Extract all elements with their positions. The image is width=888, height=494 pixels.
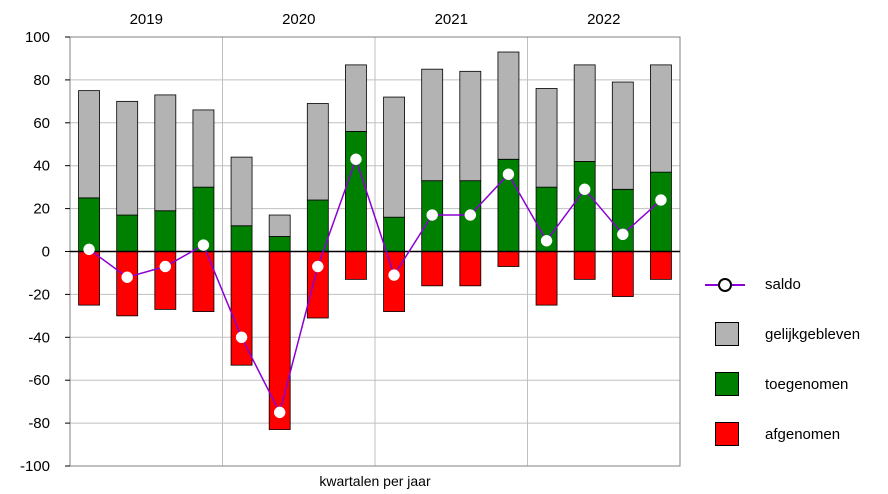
saldo-point — [617, 228, 629, 241]
bar-afgenomen — [230, 251, 253, 366]
legend-label-afgenomen: afgenomen — [765, 426, 841, 443]
bar-gelijkgebleven — [268, 214, 291, 237]
bar-afgenomen — [268, 251, 291, 430]
bar-gelijkgebleven — [154, 94, 177, 212]
bar-toegenomen — [78, 197, 100, 252]
bar-gelijkgebleven — [78, 90, 100, 199]
bar-gelijkgebleven — [116, 100, 139, 216]
y-tick-label: 60 — [33, 115, 50, 132]
saldo-line — [88, 156, 662, 415]
bar-gelijkgebleven — [535, 88, 558, 188]
bar-toegenomen — [345, 130, 367, 252]
saldo-point — [83, 243, 95, 256]
bar-afgenomen — [78, 251, 100, 306]
saldo-point — [273, 406, 286, 419]
legend-swatch-toegenomen — [715, 372, 739, 396]
bar-gelijkgebleven — [230, 156, 253, 227]
bar-afgenomen — [573, 251, 596, 280]
bar-gelijkgebleven — [383, 96, 405, 218]
bar-afgenomen — [650, 251, 672, 280]
legend-label-toegenomen: toegenomen — [765, 376, 849, 393]
x-axis-label: kwartalen per jaar — [319, 473, 431, 489]
year-label: 2019 — [130, 11, 163, 28]
y-tick-label: 0 — [42, 244, 50, 261]
bar-gelijkgebleven — [345, 64, 367, 132]
bar-afgenomen — [535, 251, 558, 306]
legend-swatch-afgenomen — [715, 422, 739, 446]
saldo-point — [388, 269, 400, 281]
legend-label-saldo: saldo — [765, 276, 801, 293]
bar-toegenomen — [650, 171, 672, 252]
bar-gelijkgebleven — [573, 64, 596, 162]
bar-afgenomen — [421, 251, 444, 287]
saldo-point — [426, 209, 438, 221]
y-tick-label: 40 — [33, 158, 50, 175]
y-tick-label: -80 — [28, 415, 50, 432]
y-tick-label: 100 — [25, 29, 50, 46]
bar-afgenomen — [154, 251, 177, 310]
saldo-point — [312, 260, 324, 273]
bar-toegenomen — [230, 225, 253, 252]
year-label: 2022 — [587, 11, 620, 28]
bar-afgenomen — [497, 251, 520, 267]
saldo-point — [197, 239, 210, 251]
bar-toegenomen — [383, 216, 405, 252]
saldo-point — [235, 331, 248, 344]
legend-item-gelijkgebleven: gelijkgebleven — [705, 320, 885, 350]
bar-afgenomen — [611, 251, 634, 297]
bar-afgenomen — [192, 251, 215, 312]
bar-toegenomen — [116, 214, 139, 252]
y-tick-label: 20 — [33, 201, 50, 218]
bar-gelijkgebleven — [650, 64, 672, 173]
saldo-point — [350, 153, 362, 166]
bar-toegenomen — [268, 236, 291, 252]
y-tick-label: -100 — [20, 458, 50, 475]
bar-afgenomen — [345, 251, 367, 280]
year-label: 2020 — [282, 11, 315, 28]
legend: saldo gelijkgebleven toegenomen afgenome… — [705, 270, 885, 470]
saldo-point — [540, 235, 553, 247]
year-label: 2021 — [435, 11, 468, 28]
legend-marker-icon — [718, 278, 732, 292]
y-tick-label: 80 — [33, 72, 50, 89]
y-tick-label: -60 — [28, 372, 50, 389]
bar-afgenomen — [383, 251, 405, 312]
bar-afgenomen — [116, 251, 139, 317]
bar-afgenomen — [459, 251, 482, 287]
saldo-point — [464, 209, 477, 221]
bar-gelijkgebleven — [611, 81, 634, 190]
legend-item-toegenomen: toegenomen — [705, 370, 885, 400]
saldo-point — [502, 168, 515, 181]
bar-toegenomen — [154, 210, 177, 252]
y-tick-label: -40 — [28, 329, 50, 346]
saldo-point — [159, 260, 172, 273]
saldo-point — [655, 194, 667, 206]
bar-gelijkgebleven — [497, 51, 520, 160]
y-tick-label: -20 — [28, 286, 50, 303]
saldo-point — [578, 183, 591, 196]
bar-toegenomen — [573, 161, 596, 252]
saldo-point — [121, 271, 133, 283]
legend-item-afgenomen: afgenomen — [705, 420, 885, 450]
legend-item-saldo: saldo — [705, 270, 885, 300]
bar-gelijkgebleven — [421, 68, 444, 182]
legend-label-gelijkgebleven: gelijkgebleven — [765, 326, 861, 343]
legend-swatch-gelijkgebleven — [715, 322, 739, 346]
bar-gelijkgebleven — [192, 109, 215, 188]
bar-gelijkgebleven — [306, 103, 329, 201]
bar-gelijkgebleven — [459, 70, 482, 182]
bar-toegenomen — [611, 188, 634, 252]
